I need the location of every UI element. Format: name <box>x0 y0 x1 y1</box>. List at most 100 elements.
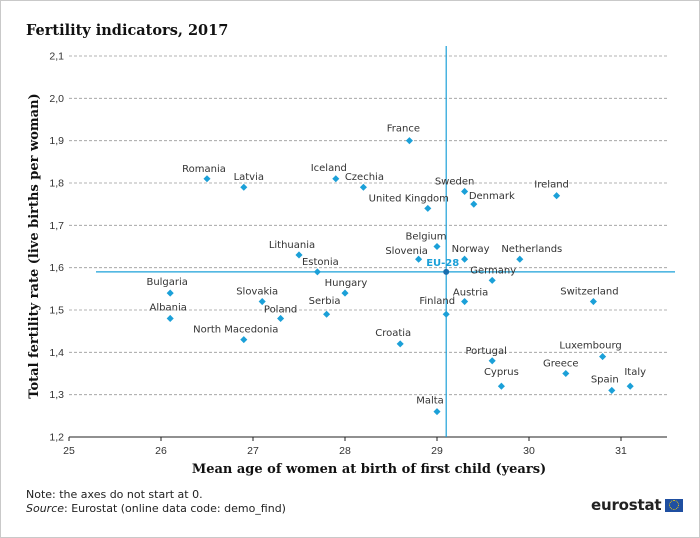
point-malta <box>433 408 441 416</box>
y-tick-label: 1,5 <box>49 305 64 317</box>
logo-text: eurostat <box>591 496 662 514</box>
point-albania <box>166 314 174 323</box>
label-hungary: Hungary <box>325 278 368 289</box>
label-malta: Malta <box>416 396 444 407</box>
point-slovakia <box>258 297 266 306</box>
point-estonia <box>313 268 321 276</box>
point-spain <box>608 386 616 394</box>
axes: 1,2 1,3 1,4 1,5 1,6 1,7 1,8 1,9 2,0 2,1 25 26 27 28 29… <box>49 51 667 457</box>
label-croatia: Croatia <box>375 328 411 339</box>
label-spain: Spain <box>591 374 619 385</box>
point-labels: France Sweden Denmark Ireland United Kingdom… <box>146 124 646 407</box>
point-croatia <box>396 340 404 348</box>
point-switzerland <box>589 297 597 306</box>
y-axis-label: Total fertility rate (live births per wo… <box>27 93 42 398</box>
point-poland <box>277 314 285 323</box>
point-france <box>405 137 413 145</box>
label-north-macedonia: North Macedonia <box>193 325 278 336</box>
x-tick-label: 27 <box>247 445 259 457</box>
y-tick-label: 2,0 <box>49 93 64 105</box>
point-united-kingdom <box>424 204 432 212</box>
y-tick-label: 1,9 <box>49 135 64 147</box>
label-denmark: Denmark <box>469 191 515 202</box>
x-tick-label: 25 <box>63 445 75 457</box>
label-germany: Germany <box>470 265 516 276</box>
eu-point <box>443 268 450 275</box>
label-sweden: Sweden <box>435 176 475 187</box>
y-tick-label: 1,4 <box>49 347 64 359</box>
point-bulgaria <box>166 289 174 297</box>
label-switzerland: Switzerland <box>560 287 618 298</box>
eu-flag-icon <box>665 498 684 512</box>
point-finland <box>442 310 450 318</box>
label-portugal: Portugal <box>465 346 506 357</box>
point-latvia <box>240 183 248 191</box>
y-tick-label: 1,6 <box>49 262 64 274</box>
label-cyprus: Cyprus <box>484 367 519 378</box>
source-line: Source: Eurostat (online data code: demo… <box>26 502 286 516</box>
chart-note: Note: the axes do not start at 0. Source… <box>26 488 286 516</box>
point-denmark <box>470 200 478 208</box>
point-hungary <box>341 289 349 297</box>
eu-reference-lines: EU-28 <box>96 46 675 437</box>
label-ireland: Ireland <box>534 180 569 191</box>
label-poland: Poland <box>264 304 297 315</box>
point-iceland <box>332 175 340 183</box>
label-latvia: Latvia <box>234 172 264 183</box>
label-estonia: Estonia <box>302 257 339 268</box>
label-norway: Norway <box>452 244 490 255</box>
point-slovenia <box>415 255 423 263</box>
label-czechia: Czechia <box>345 172 384 183</box>
label-bulgaria: Bulgaria <box>146 277 187 288</box>
x-tick-label: 28 <box>339 445 351 457</box>
y-tick-label: 1,7 <box>49 220 64 232</box>
axes-note: Note: the axes do not start at 0. <box>26 488 203 501</box>
chart-title: Fertility indicators, 2017 <box>26 22 229 39</box>
point-luxembourg <box>599 353 607 361</box>
label-finland: Finland <box>419 296 455 307</box>
x-tick-label: 31 <box>615 445 627 457</box>
point-portugal <box>488 357 496 365</box>
label-slovakia: Slovakia <box>236 287 278 298</box>
y-tick-label: 1,8 <box>49 178 64 190</box>
point-greece <box>562 369 570 378</box>
label-iceland: Iceland <box>311 163 347 174</box>
point-sweden <box>461 187 469 196</box>
eu-label: EU-28 <box>426 258 459 269</box>
label-slovenia: Slovenia <box>385 246 428 257</box>
label-netherlands: Netherlands <box>501 244 562 255</box>
label-belgium: Belgium <box>406 232 447 243</box>
x-tick-label: 30 <box>523 445 535 457</box>
label-united-kingdom: United Kingdom <box>369 193 449 204</box>
label-greece: Greece <box>543 359 579 370</box>
label-italy: Italy <box>624 367 646 378</box>
label-albania: Albania <box>150 302 187 313</box>
point-belgium <box>433 242 441 251</box>
point-serbia <box>323 310 331 318</box>
eurostat-logo: eurostat <box>591 496 684 514</box>
point-north-macedonia <box>240 336 248 344</box>
point-austria <box>461 297 469 306</box>
point-netherlands <box>516 255 524 263</box>
data-points <box>166 137 634 416</box>
x-tick-label: 26 <box>155 445 167 457</box>
x-axis-label: Mean age of women at birth of first chil… <box>192 462 546 477</box>
point-germany <box>488 276 496 284</box>
label-austria: Austria <box>453 288 488 299</box>
point-norway <box>461 255 469 263</box>
y-tick-label: 1,3 <box>49 389 64 401</box>
label-serbia: Serbia <box>309 296 341 307</box>
point-lithuania <box>295 251 303 259</box>
x-tick-label: 29 <box>431 445 443 457</box>
label-romania: Romania <box>182 164 226 175</box>
y-tick-label: 1,2 <box>49 432 64 444</box>
source-label: Source <box>26 502 65 515</box>
point-romania <box>203 175 211 183</box>
label-luxembourg: Luxembourg <box>559 341 621 352</box>
label-france: France <box>387 124 420 135</box>
label-lithuania: Lithuania <box>269 240 315 251</box>
point-italy <box>626 382 634 390</box>
point-czechia <box>359 183 367 191</box>
y-tick-label: 2,1 <box>49 51 64 63</box>
